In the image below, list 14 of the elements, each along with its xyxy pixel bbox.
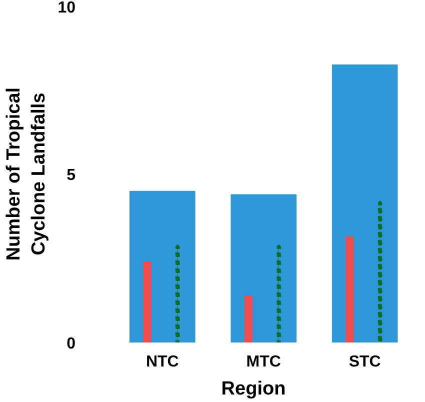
x-tick-label: MTC xyxy=(246,354,282,370)
bar xyxy=(143,262,152,342)
y-tick-label: 10 xyxy=(58,0,76,16)
bar xyxy=(130,190,196,342)
bar xyxy=(332,64,398,342)
y-tick-label: 0 xyxy=(66,336,76,352)
y-axis-title: Number of Tropical Cyclone Landfalls xyxy=(4,87,50,261)
bar xyxy=(346,236,354,342)
x-axis-title: Region xyxy=(221,378,286,400)
y-tick-label: 5 xyxy=(66,167,76,184)
x-tick-label: NTC xyxy=(146,354,180,370)
x-tick-label: STC xyxy=(348,354,382,370)
bar xyxy=(230,194,297,342)
bar xyxy=(244,295,252,342)
